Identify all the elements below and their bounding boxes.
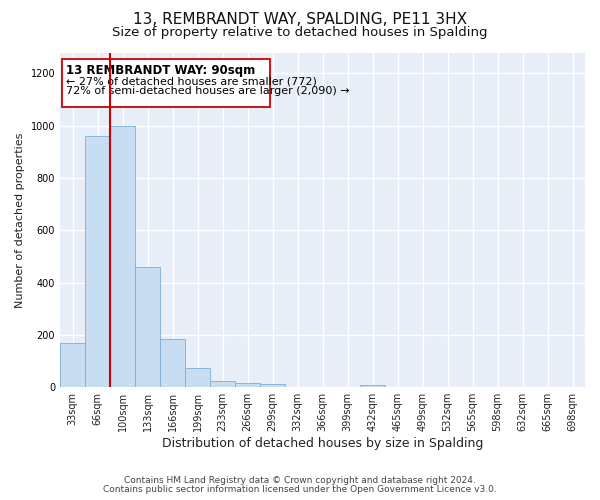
Bar: [360, 384, 385, 387]
Bar: [85, 136, 110, 387]
Y-axis label: Number of detached properties: Number of detached properties: [15, 132, 25, 308]
Text: 13, REMBRANDT WAY, SPALDING, PE11 3HX: 13, REMBRANDT WAY, SPALDING, PE11 3HX: [133, 12, 467, 28]
Bar: [210, 380, 235, 387]
FancyBboxPatch shape: [62, 59, 269, 108]
Bar: [110, 126, 135, 387]
Text: Contains public sector information licensed under the Open Government Licence v3: Contains public sector information licen…: [103, 485, 497, 494]
Text: 72% of semi-detached houses are larger (2,090) →: 72% of semi-detached houses are larger (…: [66, 86, 349, 97]
Text: Size of property relative to detached houses in Spalding: Size of property relative to detached ho…: [112, 26, 488, 39]
Text: Contains HM Land Registry data © Crown copyright and database right 2024.: Contains HM Land Registry data © Crown c…: [124, 476, 476, 485]
Text: 13 REMBRANDT WAY: 90sqm: 13 REMBRANDT WAY: 90sqm: [66, 64, 255, 76]
X-axis label: Distribution of detached houses by size in Spalding: Distribution of detached houses by size …: [162, 437, 483, 450]
Text: ← 27% of detached houses are smaller (772): ← 27% of detached houses are smaller (77…: [66, 76, 317, 86]
Bar: [135, 267, 160, 387]
Bar: [185, 368, 210, 387]
Bar: [160, 339, 185, 387]
Bar: [260, 384, 285, 387]
Bar: [235, 384, 260, 387]
Bar: [60, 343, 85, 387]
